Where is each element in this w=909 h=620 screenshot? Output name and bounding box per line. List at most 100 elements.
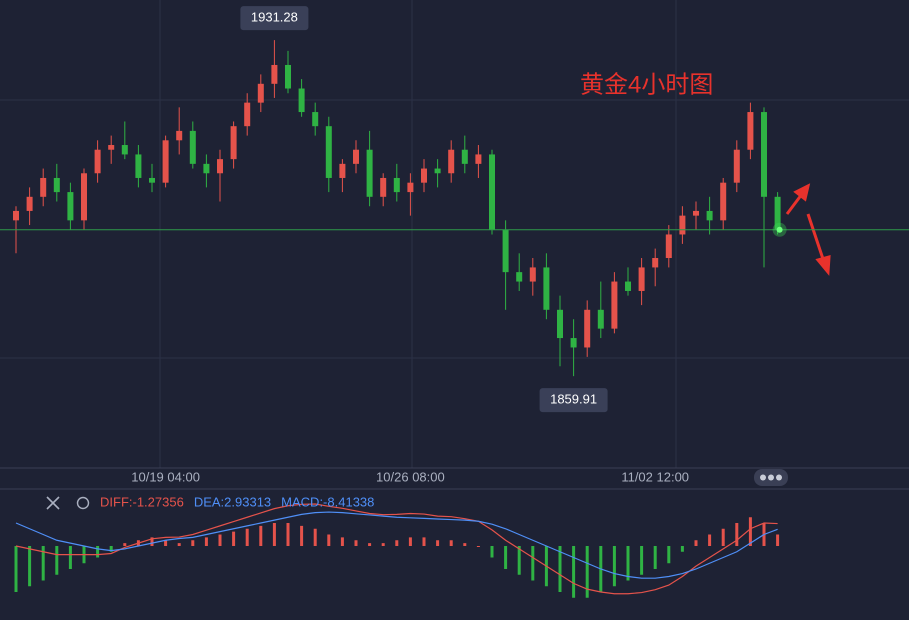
macd-bar bbox=[572, 546, 576, 598]
x-tick-label: 10/26 08:00 bbox=[376, 469, 445, 484]
macd-bar bbox=[490, 546, 494, 558]
candle-body bbox=[597, 309, 604, 329]
macd-bar bbox=[14, 546, 18, 592]
candle-body bbox=[720, 182, 727, 221]
candle-body bbox=[434, 168, 441, 174]
macd-bar bbox=[245, 528, 249, 546]
candle-body bbox=[774, 196, 781, 230]
candle-body bbox=[53, 177, 60, 193]
macd-bar bbox=[55, 546, 59, 575]
candle-body bbox=[244, 102, 251, 127]
candle-body bbox=[312, 112, 319, 127]
macd-bar bbox=[463, 543, 467, 546]
macd-bar bbox=[395, 540, 399, 546]
macd-bar bbox=[708, 534, 712, 546]
candle-body bbox=[162, 140, 169, 183]
candle-body bbox=[407, 182, 414, 193]
macd-bar bbox=[517, 546, 521, 575]
candle-body bbox=[13, 210, 19, 221]
candle-body bbox=[339, 163, 346, 178]
candle-body bbox=[733, 149, 740, 183]
macd-bar bbox=[272, 523, 276, 546]
chart-title: 黄金4小时图 bbox=[580, 71, 713, 98]
macd-bar bbox=[340, 537, 344, 546]
macd-bar bbox=[585, 546, 589, 598]
candle-body bbox=[665, 234, 672, 259]
candle-body bbox=[570, 338, 577, 348]
macd-bar bbox=[300, 525, 304, 546]
candle-body bbox=[679, 215, 686, 235]
macd-bar bbox=[327, 534, 331, 546]
x-tick-label: 11/02 12:00 bbox=[621, 469, 689, 484]
macd-bar bbox=[531, 546, 535, 581]
candle-body bbox=[502, 229, 509, 273]
macd-line bbox=[15, 503, 778, 595]
candle-body bbox=[421, 168, 427, 183]
candle-body bbox=[366, 149, 373, 197]
candle-body bbox=[189, 130, 196, 164]
macd-bar bbox=[776, 534, 780, 546]
candle-body bbox=[638, 267, 645, 291]
close-icon[interactable] bbox=[46, 496, 60, 510]
candle-body bbox=[611, 281, 618, 329]
macd-bar bbox=[476, 546, 480, 547]
candle-body bbox=[94, 149, 101, 174]
macd-line bbox=[15, 511, 778, 579]
candle-body bbox=[393, 177, 400, 193]
macd-bar bbox=[408, 537, 412, 546]
candle-body bbox=[625, 281, 631, 291]
candle-body bbox=[380, 177, 387, 197]
macd-bar bbox=[218, 534, 222, 546]
candle-body bbox=[557, 309, 563, 339]
macd-bar bbox=[177, 543, 181, 546]
macd-bar bbox=[368, 543, 372, 546]
macd-bar bbox=[449, 540, 453, 546]
macd-bar bbox=[150, 537, 154, 546]
candle-body bbox=[747, 112, 754, 150]
macd-bar bbox=[354, 540, 358, 546]
macd-bar bbox=[504, 546, 508, 569]
macd-bar bbox=[653, 546, 657, 569]
macd-bar bbox=[109, 546, 113, 552]
macd-bar bbox=[694, 540, 698, 546]
high-callout: 1931.28 bbox=[251, 10, 298, 25]
macd-bar bbox=[191, 540, 195, 546]
macd-bar bbox=[68, 546, 72, 569]
candle-body bbox=[652, 258, 659, 268]
low-callout-box bbox=[539, 388, 608, 413]
arrows bbox=[785, 183, 831, 276]
macd-bar bbox=[259, 525, 263, 546]
candle-body bbox=[176, 130, 183, 141]
candle-body bbox=[461, 149, 468, 164]
candle-body bbox=[135, 154, 142, 178]
candle-body bbox=[67, 192, 74, 221]
candle-body bbox=[121, 145, 128, 155]
macd-bar bbox=[640, 546, 644, 575]
macd-bar bbox=[381, 543, 385, 546]
candle-body bbox=[325, 126, 332, 178]
candle-body bbox=[271, 64, 278, 84]
candle-body bbox=[203, 163, 210, 174]
candle-body bbox=[353, 149, 359, 164]
candle-body bbox=[584, 309, 591, 348]
candle-body bbox=[149, 177, 155, 183]
candle-body bbox=[285, 64, 291, 89]
macd-bar bbox=[164, 540, 168, 546]
macd-bar bbox=[558, 546, 562, 592]
macd-bar bbox=[286, 523, 290, 546]
macd-bar bbox=[96, 546, 100, 558]
candle-body bbox=[217, 159, 223, 174]
macd-bar bbox=[422, 537, 426, 546]
candle-body bbox=[230, 126, 237, 160]
macd-bar bbox=[41, 546, 45, 581]
macd-bar bbox=[612, 546, 616, 587]
settings-icon[interactable] bbox=[76, 496, 90, 510]
candle-body bbox=[108, 145, 115, 150]
macd-bar bbox=[748, 517, 752, 546]
candle-body bbox=[475, 154, 482, 164]
macd-bar bbox=[680, 546, 684, 552]
macd-bar bbox=[735, 523, 739, 546]
candle-body bbox=[81, 173, 87, 221]
